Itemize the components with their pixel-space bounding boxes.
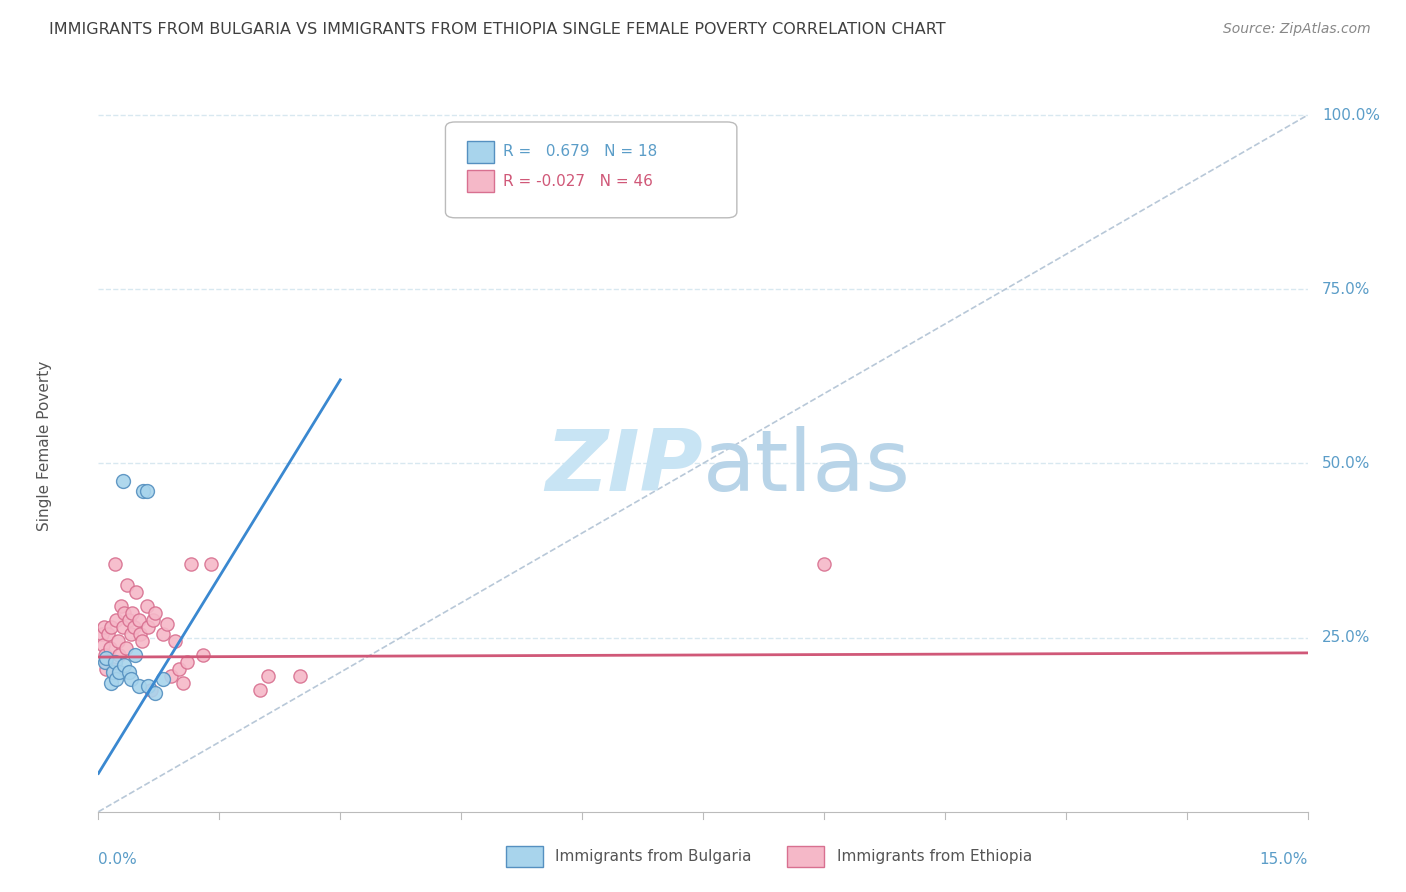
Point <box>138 620 160 634</box>
Point <box>100 676 122 690</box>
Point <box>193 648 215 662</box>
Point <box>163 634 186 648</box>
Point <box>112 606 135 620</box>
FancyBboxPatch shape <box>467 141 494 163</box>
Point <box>813 558 835 572</box>
Text: 50.0%: 50.0% <box>1322 456 1371 471</box>
Point <box>124 585 146 599</box>
Point <box>96 655 118 669</box>
Point <box>167 662 190 676</box>
Point <box>129 627 152 641</box>
Point <box>118 665 141 680</box>
Text: Immigrants from Ethiopia: Immigrants from Ethiopia <box>837 849 1032 863</box>
Point <box>131 634 153 648</box>
Point <box>256 669 278 683</box>
Text: 0.0%: 0.0% <box>98 852 138 867</box>
Point <box>138 679 160 693</box>
Point <box>94 662 117 676</box>
Text: 15.0%: 15.0% <box>1260 852 1308 867</box>
Point <box>288 669 311 683</box>
Point <box>93 620 115 634</box>
Point <box>160 669 183 683</box>
Text: Immigrants from Bulgaria: Immigrants from Bulgaria <box>555 849 752 863</box>
Point <box>135 599 157 614</box>
Point <box>152 673 174 687</box>
Point <box>107 665 129 680</box>
Point <box>105 673 128 687</box>
Point <box>105 613 128 627</box>
Text: 75.0%: 75.0% <box>1322 282 1371 297</box>
Point <box>107 634 129 648</box>
Point <box>114 640 136 655</box>
Point <box>91 627 114 641</box>
Point <box>118 613 141 627</box>
Point <box>100 620 122 634</box>
Point <box>128 613 150 627</box>
Text: ZIP: ZIP <box>546 426 703 509</box>
Point <box>110 599 132 614</box>
Point <box>139 682 162 697</box>
Point <box>200 558 222 572</box>
Point <box>101 665 124 680</box>
Point <box>94 648 117 662</box>
Point <box>111 474 134 488</box>
Point <box>143 606 166 620</box>
Point <box>156 616 179 631</box>
Point <box>91 638 114 652</box>
Point <box>120 627 142 641</box>
Point <box>121 606 143 620</box>
Point <box>142 613 165 627</box>
Text: R = -0.027   N = 46: R = -0.027 N = 46 <box>503 174 654 189</box>
Text: Source: ZipAtlas.com: Source: ZipAtlas.com <box>1223 22 1371 37</box>
Text: IMMIGRANTS FROM BULGARIA VS IMMIGRANTS FROM ETHIOPIA SINGLE FEMALE POVERTY CORRE: IMMIGRANTS FROM BULGARIA VS IMMIGRANTS F… <box>49 22 946 37</box>
Point <box>249 682 271 697</box>
Point <box>135 484 157 499</box>
Point <box>176 655 198 669</box>
Point <box>103 655 125 669</box>
Point <box>117 578 139 592</box>
Point <box>96 651 118 665</box>
Point <box>111 620 134 634</box>
Text: 100.0%: 100.0% <box>1322 108 1381 122</box>
Point <box>120 673 142 687</box>
Text: R =   0.679   N = 18: R = 0.679 N = 18 <box>503 145 658 160</box>
Text: atlas: atlas <box>703 426 911 509</box>
FancyBboxPatch shape <box>467 170 494 192</box>
Point <box>101 662 124 676</box>
Point <box>180 558 202 572</box>
Point <box>143 686 166 700</box>
Point <box>94 655 117 669</box>
Text: 25.0%: 25.0% <box>1322 630 1371 645</box>
Point <box>124 648 146 662</box>
Point <box>172 676 194 690</box>
FancyBboxPatch shape <box>446 122 737 218</box>
Point <box>103 558 125 572</box>
Text: Single Female Poverty: Single Female Poverty <box>37 361 52 531</box>
Point <box>128 679 150 693</box>
Point <box>98 640 121 655</box>
Point <box>122 620 145 634</box>
Point <box>97 627 120 641</box>
Point <box>132 484 155 499</box>
Point <box>112 658 135 673</box>
Point <box>108 648 131 662</box>
Point <box>152 627 174 641</box>
